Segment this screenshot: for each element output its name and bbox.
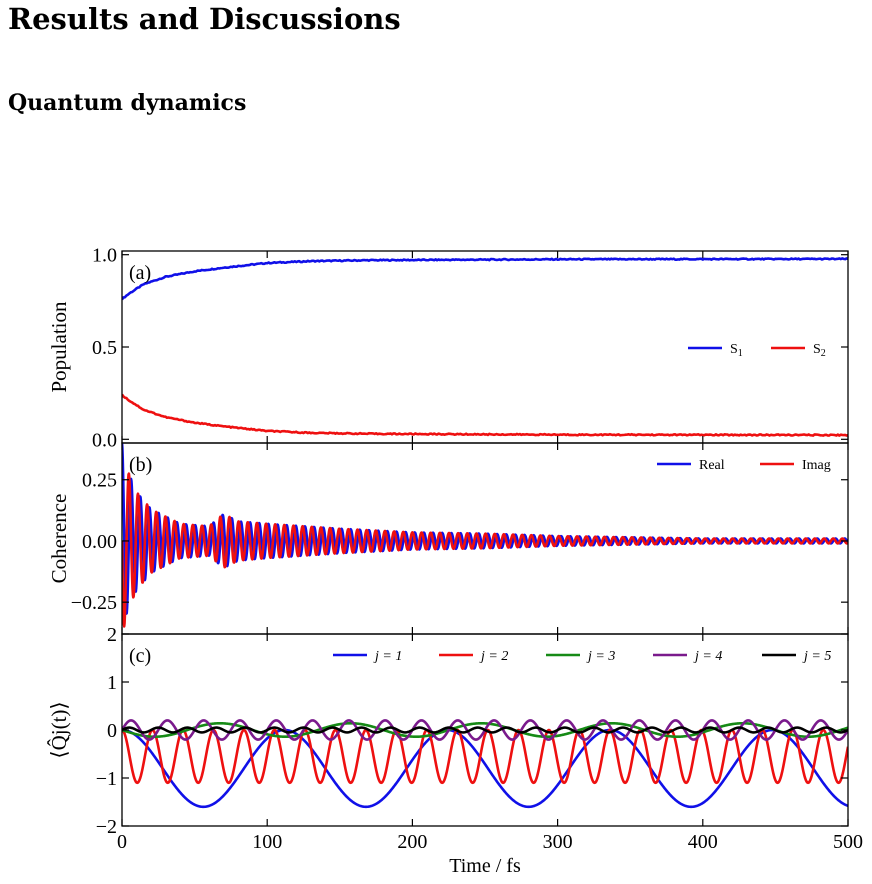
series-line-real — [122, 443, 848, 615]
y-tick-label: −0.25 — [71, 592, 117, 614]
x-axis-label: Time / fs — [449, 855, 521, 877]
legend-label: Real — [699, 458, 725, 473]
series-line-j2 — [122, 728, 848, 785]
x-tick-label: 300 — [543, 831, 573, 853]
y-tick-label: 2 — [107, 624, 117, 646]
x-tick-label: 200 — [397, 831, 427, 853]
series-line-j1 — [122, 728, 848, 809]
y-axis-label: Coherence — [47, 494, 71, 584]
y-tick-label: −1 — [96, 768, 117, 790]
panel-a: 0.0 0.5 1.0 (a) Population S1 S2 — [47, 245, 849, 451]
x-tick-label: 100 — [252, 831, 282, 853]
legend-label: S2 — [813, 342, 826, 359]
y-tick-label: 0.5 — [92, 337, 117, 359]
panel-b: −0.25 0.00 0.25 (b) Coherence Real Imag — [47, 442, 849, 635]
y-tick-label: −2 — [96, 816, 117, 838]
subsection-heading: Quantum dynamics — [8, 90, 247, 116]
series-line-s2 — [122, 393, 848, 437]
x-tick-label: 500 — [833, 831, 863, 853]
legend-label: j = 3 — [586, 649, 615, 664]
y-tick-label: 0.0 — [92, 429, 117, 451]
legend-label: Imag — [802, 458, 831, 473]
y-tick-label: 0 — [107, 720, 117, 742]
legend-label: j = 1 — [373, 649, 402, 664]
series-line-s1 — [122, 257, 848, 301]
x-tick-label: 0 — [117, 831, 127, 853]
legend-label: j = 2 — [479, 649, 508, 664]
y-tick-label: 1.0 — [92, 245, 117, 267]
legend-label: j = 4 — [693, 649, 722, 664]
series-line-j5 — [122, 726, 848, 734]
panel-label: (a) — [129, 262, 151, 284]
plot-frame — [121, 250, 849, 444]
y-axis-label: ⟨Q̂j(t)⟩ — [47, 701, 71, 758]
panel-label: (b) — [129, 454, 152, 476]
legend-label: S1 — [730, 342, 743, 359]
panel-c: −2 −1 0 1 2 0 100 200 300 400 500 (c) ⟨Q̂j(t)⟩ Time /… — [47, 624, 863, 877]
series-line-imag — [122, 472, 848, 628]
x-tick-label: 400 — [688, 831, 718, 853]
section-heading: Results and Discussions — [8, 2, 401, 36]
y-tick-label: 0.00 — [82, 531, 117, 553]
panel-label: (c) — [129, 645, 151, 667]
y-tick-label: 0.25 — [82, 470, 117, 492]
y-tick-label: 1 — [107, 672, 117, 694]
y-axis-label: Population — [47, 301, 71, 393]
legend-label: j = 5 — [802, 649, 831, 664]
